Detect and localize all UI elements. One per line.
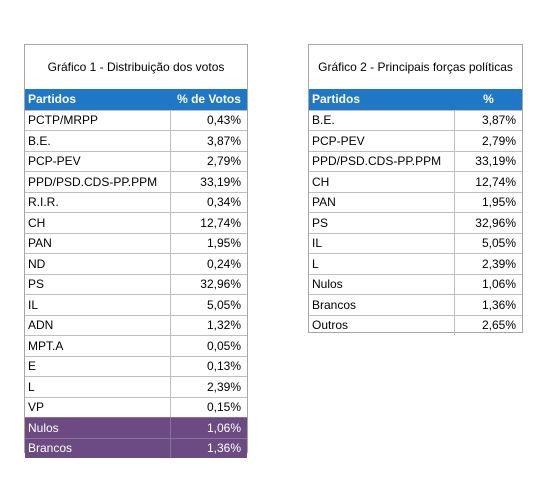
party-name: PCP-PEV (25, 151, 171, 171)
header-percent: % de Votos (177, 92, 241, 107)
table-row: PS 32,96% (25, 273, 247, 294)
vote-percent: 32,96% (475, 215, 516, 230)
table-row: Brancos 1,36% (25, 437, 247, 458)
vote-percent: 0,24% (206, 256, 241, 271)
party-name: Nulos (309, 274, 455, 294)
header-parties: Partidos (312, 92, 361, 107)
vote-percent: 33,19% (200, 174, 241, 189)
party-name: Brancos (309, 295, 455, 315)
table-row: B.E. 3,87% (25, 130, 247, 151)
party-name: ND (25, 254, 171, 274)
vote-percent: 1,06% (206, 420, 241, 435)
table-header-row: Partidos % (309, 89, 522, 110)
table-row: Brancos 1,36% (309, 294, 522, 315)
table-row: Outros 2,65% (309, 314, 522, 335)
header-parties: Partidos (28, 92, 77, 107)
table-caption: Gráfico 1 - Distribuição dos votos (47, 59, 225, 74)
table-row: CH 12,74% (309, 171, 522, 192)
vote-percent: 0,43% (206, 113, 241, 128)
party-name: PCTP/MRPP (25, 110, 171, 130)
party-name: Outros (309, 315, 455, 335)
party-name: Nulos (25, 418, 171, 438)
party-name: PAN (309, 192, 455, 212)
table-row: PPD/PSD.CDS-PP.PPM 33,19% (309, 150, 522, 171)
vote-percent: 1,32% (206, 318, 241, 333)
vote-percent: 1,95% (481, 195, 516, 210)
vote-percent: 12,74% (200, 215, 241, 230)
table-row: IL 5,05% (309, 232, 522, 253)
table-row: CH 12,74% (25, 212, 247, 233)
table-row: Nulos 1,06% (25, 417, 247, 438)
header-percent: % (483, 92, 494, 107)
party-name: L (309, 254, 455, 274)
party-name: R.I.R. (25, 192, 171, 212)
table-header-row: Partidos % de Votos (25, 89, 247, 110)
vote-percent: 32,96% (200, 277, 241, 292)
vote-percent: 0,05% (206, 338, 241, 353)
vote-percent: 0,34% (206, 195, 241, 210)
party-name: CH (25, 213, 171, 233)
vote-percent: 1,36% (206, 441, 241, 456)
vote-percent: 1,95% (206, 236, 241, 251)
table-row: ADN 1,32% (25, 314, 247, 335)
main-parties-table: Gráfico 2 - Principais forças políticas … (308, 44, 523, 335)
party-name: ADN (25, 315, 171, 335)
table-row: ND 0,24% (25, 253, 247, 274)
vote-distribution-table: Gráfico 1 - Distribuição dos votos Parti… (24, 44, 248, 458)
vote-percent: 1,36% (481, 297, 516, 312)
party-name: IL (25, 295, 171, 315)
table-row: R.I.R. 0,34% (25, 191, 247, 212)
vote-percent: 1,06% (481, 277, 516, 292)
party-name: E (25, 356, 171, 376)
table-row: L 2,39% (309, 253, 522, 274)
party-name: PAN (25, 233, 171, 253)
table-row: VP 0,15% (25, 396, 247, 417)
table-row: MPT.A 0,05% (25, 335, 247, 356)
party-name: L (25, 377, 171, 397)
table-row: PS 32,96% (309, 212, 522, 233)
party-name: B.E. (25, 131, 171, 151)
table-row: L 2,39% (25, 376, 247, 397)
table-row: Nulos 1,06% (309, 273, 522, 294)
vote-percent: 3,87% (206, 133, 241, 148)
table-row: E 0,13% (25, 355, 247, 376)
table-row: PCP-PEV 2,79% (25, 150, 247, 171)
vote-percent: 12,74% (475, 174, 516, 189)
table-row: PCTP/MRPP 0,43% (25, 109, 247, 130)
vote-percent: 2,39% (481, 256, 516, 271)
party-name: PS (309, 213, 455, 233)
party-name: B.E. (309, 110, 455, 130)
party-name: VP (25, 397, 171, 417)
vote-percent: 33,19% (475, 154, 516, 169)
vote-percent: 2,79% (481, 133, 516, 148)
vote-percent: 5,05% (206, 297, 241, 312)
vote-percent: 3,87% (481, 113, 516, 128)
vote-percent: 2,79% (206, 154, 241, 169)
party-name: IL (309, 233, 455, 253)
party-name: PPD/PSD.CDS-PP.PPM (25, 172, 171, 192)
vote-percent: 0,15% (206, 400, 241, 415)
vote-percent: 5,05% (481, 236, 516, 251)
party-name: CH (309, 172, 455, 192)
vote-percent: 2,39% (206, 379, 241, 394)
table-row: PPD/PSD.CDS-PP.PPM 33,19% (25, 171, 247, 192)
table-row: PAN 1,95% (309, 191, 522, 212)
table-row: IL 5,05% (25, 294, 247, 315)
party-name: PCP-PEV (309, 131, 455, 151)
vote-percent: 0,13% (206, 359, 241, 374)
party-name: PPD/PSD.CDS-PP.PPM (309, 151, 455, 171)
party-name: PS (25, 274, 171, 294)
party-name: Brancos (25, 438, 171, 458)
vote-percent: 2,65% (481, 318, 516, 333)
table-row: B.E. 3,87% (309, 109, 522, 130)
table-row: PCP-PEV 2,79% (309, 130, 522, 151)
table-caption: Gráfico 2 - Principais forças políticas (318, 59, 513, 74)
party-name: MPT.A (25, 336, 171, 356)
table-row: PAN 1,95% (25, 232, 247, 253)
